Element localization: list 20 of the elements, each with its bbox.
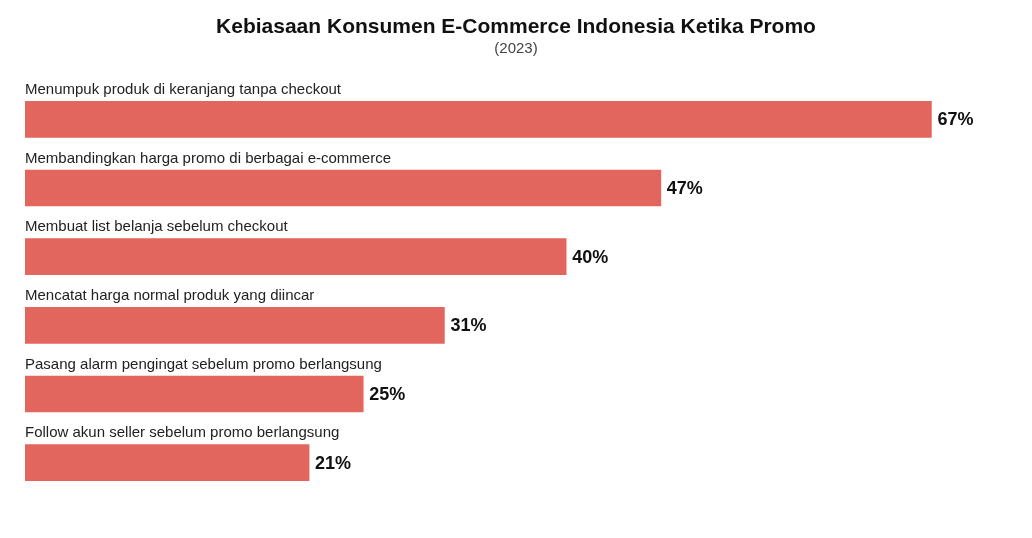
chart-title: Kebiasaan Konsumen E-Commerce Indonesia Ketika Promo bbox=[215, 14, 817, 38]
data-label: 31% bbox=[450, 315, 487, 336]
chart-subtitle: (2023) bbox=[493, 39, 539, 56]
y-tick-label: Membuat list belanja sebelum checkout bbox=[25, 217, 289, 235]
y-tick-label: Pasang alarm pengingat sebelum promo berlangsung bbox=[25, 354, 382, 372]
y-tick-label: Follow akun seller sebelum promo berlangsung bbox=[25, 423, 340, 441]
bar bbox=[25, 375, 364, 413]
y-tick-label: Mencatat harga normal produk yang diincar bbox=[25, 285, 315, 303]
data-label: 25% bbox=[369, 383, 406, 404]
data-label: 67% bbox=[937, 109, 974, 130]
y-tick-label: Membandingkan harga promo di berbagai e-commerce bbox=[25, 148, 392, 166]
bar bbox=[25, 307, 445, 344]
bar bbox=[25, 444, 310, 481]
bar bbox=[25, 238, 567, 275]
data-label: 47% bbox=[666, 177, 703, 198]
data-label: 21% bbox=[315, 452, 352, 473]
y-tick-label: Menumpuk produk di keranjang tanpa checkout bbox=[25, 79, 342, 97]
bar bbox=[25, 101, 932, 138]
data-label: 40% bbox=[572, 246, 609, 267]
bar bbox=[25, 169, 662, 207]
